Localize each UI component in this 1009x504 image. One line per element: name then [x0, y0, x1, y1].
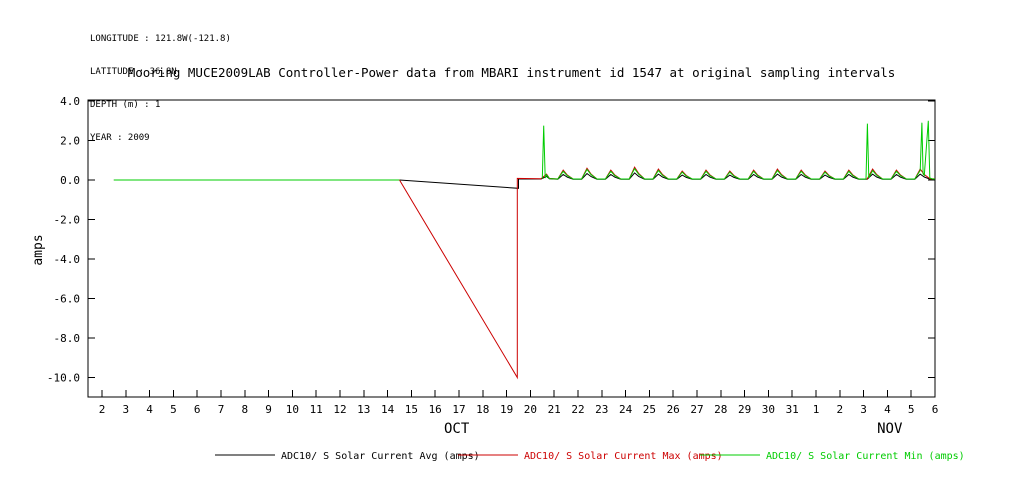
x-tick-label: 30 — [762, 403, 775, 416]
y-tick-label: -8.0 — [54, 332, 81, 345]
y-tick-label: 4.0 — [60, 95, 80, 108]
x-tick-label: 27 — [690, 403, 703, 416]
x-tick-label: 25 — [643, 403, 656, 416]
x-tick-label: 2 — [836, 403, 843, 416]
x-tick-label: 28 — [714, 403, 727, 416]
x-tick-label: 31 — [786, 403, 799, 416]
x-tick-label: 6 — [932, 403, 939, 416]
x-tick-label: 15 — [405, 403, 418, 416]
series-line-1 — [113, 166, 936, 380]
y-tick-label: -10.0 — [47, 372, 80, 385]
x-tick-label: 12 — [333, 403, 346, 416]
x-tick-label: 3 — [860, 403, 867, 416]
longitude-line: LONGITUDE : 121.8W(-121.8) — [90, 34, 231, 44]
x-tick-label: 16 — [429, 403, 442, 416]
x-tick-label: 5 — [170, 403, 177, 416]
x-tick-label: 14 — [381, 403, 395, 416]
x-tick-label: 4 — [884, 403, 891, 416]
legend-label: ADC10/ S Solar Current Max (amps) — [524, 451, 723, 462]
x-tick-label: 19 — [500, 403, 513, 416]
plot-area: 4.02.00.0-2.0-4.0-6.0-8.0-10.02 3 4 5 6 7 8 9 10… — [47, 95, 965, 462]
x-tick-label: 3 — [122, 403, 129, 416]
x-tick-label: 24 — [619, 403, 633, 416]
location-metadata: LONGITUDE : 121.8W(-121.8) LATITUDE : 36… — [90, 12, 231, 166]
x-tick-label: 9 — [265, 403, 272, 416]
y-tick-label: 0.0 — [60, 174, 80, 187]
x-tick-label: 11 — [310, 403, 323, 416]
x-tick-label: 26 — [667, 403, 680, 416]
y-tick-label: -2.0 — [54, 214, 81, 227]
x-tick-label: 1 — [813, 403, 820, 416]
x-tick-label: 18 — [476, 403, 489, 416]
x-tick-label: 23 — [595, 403, 608, 416]
x-tick-label: 20 — [524, 403, 537, 416]
x-tick-label: 7 — [218, 403, 225, 416]
x-tick-label: 13 — [357, 403, 370, 416]
plot-frame — [87, 99, 936, 398]
x-tick-label: 2 — [99, 403, 106, 416]
legend-label: ADC10/ S Solar Current Avg (amps) — [281, 451, 480, 462]
x-tick-label: 22 — [571, 403, 584, 416]
x-tick-label: 10 — [286, 403, 299, 416]
legend-label: ADC10/ S Solar Current Min (amps) — [766, 451, 965, 462]
x-tick-label: 29 — [738, 403, 751, 416]
y-tick-label: -6.0 — [54, 293, 81, 306]
latitude-line: LATITUDE : 36.8N — [90, 67, 177, 77]
x-tick-label: 6 — [194, 403, 201, 416]
x-tick-label: 5 — [908, 403, 915, 416]
y-tick-label: -4.0 — [54, 253, 81, 266]
x-tick-label: 8 — [241, 403, 248, 416]
x-tick-label: 17 — [452, 403, 465, 416]
page-title: Mooring MUCE2009LAB Controller-Power dat… — [127, 65, 896, 80]
series-line-2 — [541, 120, 935, 180]
y-tick-label: 2.0 — [60, 135, 80, 148]
month-label: NOV — [877, 421, 903, 437]
year-line: YEAR : 2009 — [90, 133, 150, 143]
depth-line: DEPTH (m) : 1 — [90, 100, 161, 110]
y-axis-label: amps — [31, 234, 46, 265]
x-tick-label: 4 — [146, 403, 153, 416]
x-tick-label: 21 — [548, 403, 561, 416]
series-line-0 — [113, 172, 936, 189]
month-label: OCT — [444, 421, 470, 437]
